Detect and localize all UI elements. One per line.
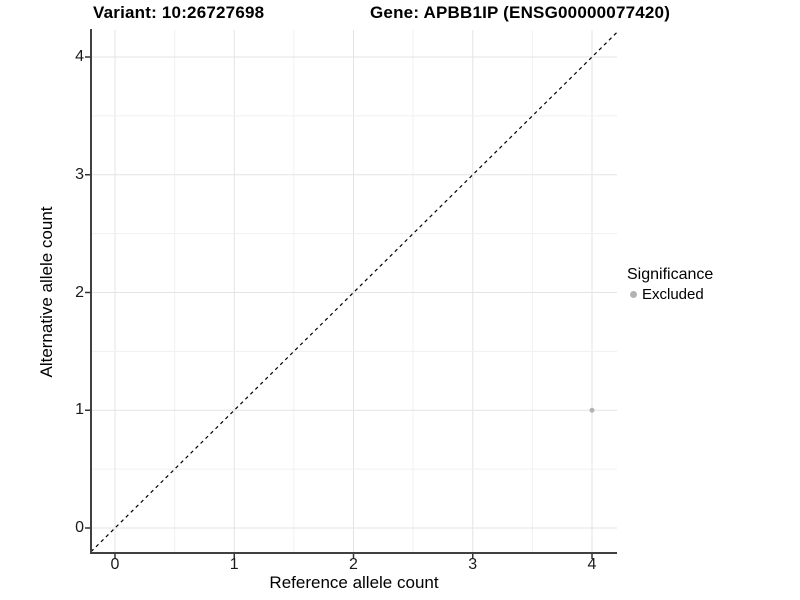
x-tick-label: 1 [229,556,239,573]
y-tick-label: 4 [75,48,84,65]
y-tick-label: 0 [75,519,84,536]
y-tick-label: 1 [75,401,84,419]
x-axis-title: Reference allele count [269,573,439,592]
legend-item-label: Excluded [642,286,704,303]
x-tick-label: 0 [110,556,120,573]
legend-point-icon [630,291,637,298]
y-tick-label: 2 [75,283,84,301]
legend: Significance Excluded [627,266,713,303]
y-tick-label: 3 [75,165,84,183]
legend-title: Significance [627,266,714,283]
plot-title-variant: Variant: 10:26727698 [93,3,265,22]
legend-item-excluded: Excluded [630,286,713,303]
plot-title-gene: Gene: APBB1IP (ENSG00000077420) [370,3,671,22]
y-axis-title: Alternative allele count [37,206,56,378]
x-tick-label: 4 [587,556,597,573]
identity-dashed-line [90,31,618,553]
data-point [589,407,595,413]
x-tick-label: 3 [468,556,478,573]
x-tick-label: 2 [349,556,358,573]
